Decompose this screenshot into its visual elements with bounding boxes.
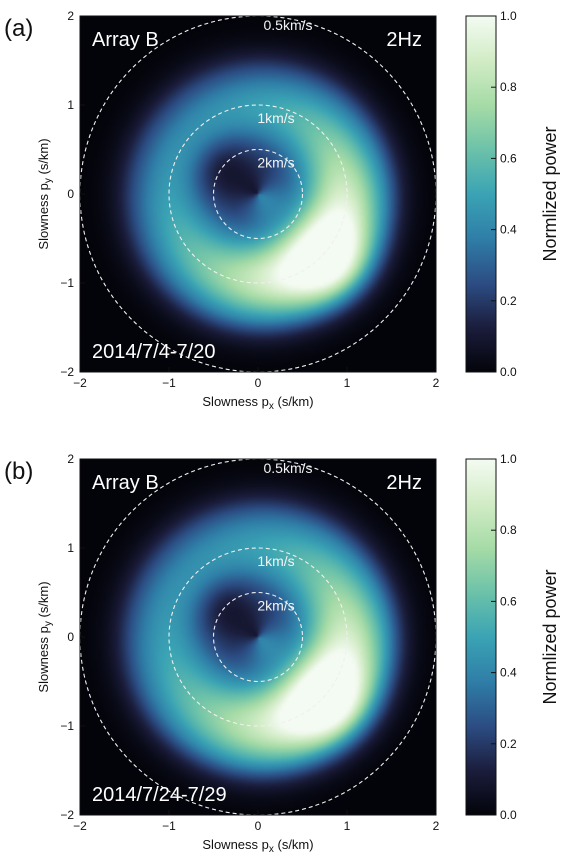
ring-2kms [212, 591, 304, 683]
y-tick-label: −2 [60, 808, 74, 822]
y-tick-label: 0 [67, 187, 74, 201]
y-tick-label: 1 [67, 541, 74, 555]
x-tick-label: 1 [344, 376, 351, 390]
y-tick-label: 0 [67, 630, 74, 644]
panel-b: 0.5km/s 1km/s 2km/s Array B 2Hz 2014/7/24-7/2… [4, 452, 560, 855]
heatmap-image [80, 16, 436, 372]
x-tick-label: −1 [162, 819, 176, 833]
colorbar-tick-label: 0.4 [500, 666, 517, 680]
panel-label: (a) [4, 15, 33, 42]
colorbar-tick-label: 0.8 [500, 523, 517, 537]
colorbar-gradient [465, 458, 497, 816]
ring-2kms [212, 148, 304, 240]
ring-1kms [168, 547, 348, 727]
array-label: Array B [92, 472, 159, 494]
ring-1kms [168, 104, 348, 284]
x-axis-label: Slowness px (s/km) [202, 837, 313, 855]
colorbar: 0.0 0.2 0.4 0.6 0.8 1.0 Normlized power [465, 452, 560, 822]
colorbar-tick-label: 0.8 [500, 80, 517, 94]
colorbar-tick-label: 0.0 [500, 365, 517, 379]
y-axis-label: Slowness py (s/km) [36, 581, 54, 692]
x-tick-label: −1 [162, 376, 176, 390]
x-tick-label: 0 [255, 376, 262, 390]
colorbar-tick-label: 0.4 [500, 223, 517, 237]
colorbar: 0.0 0.2 0.4 0.6 0.8 1.0 Normlized power [465, 9, 560, 379]
x-tick-label: 2 [433, 376, 440, 390]
ring-label-1kms: 1km/s [257, 553, 294, 569]
date-label: 2014/7/24-7/29 [92, 784, 227, 806]
y-tick-label: −1 [60, 719, 74, 733]
ring-label-2kms: 2km/s [257, 155, 294, 171]
x-tick-label: 0 [255, 819, 262, 833]
colorbar-label: Normlized power [540, 569, 560, 704]
y-tick-label: −2 [60, 365, 74, 379]
x-tick-label: 2 [433, 819, 440, 833]
frequency-label: 2Hz [386, 29, 422, 51]
colorbar-tick-label: 1.0 [500, 9, 517, 23]
colorbar-tick-label: 0.2 [500, 294, 517, 308]
date-label: 2014/7/4-7/20 [92, 341, 215, 363]
x-tick-label: −2 [73, 376, 87, 390]
frequency-label: 2Hz [386, 472, 422, 494]
heatmap-image [80, 459, 436, 815]
x-axis-label: Slowness px (s/km) [202, 394, 313, 412]
ring-label-1kms: 1km/s [257, 110, 294, 126]
ring-label-2kms: 2km/s [257, 598, 294, 614]
colorbar-tick-label: 0.6 [500, 151, 517, 165]
colorbar-gradient [465, 15, 497, 373]
y-tick-label: −1 [60, 276, 74, 290]
ring-label-0.5kms: 0.5km/s [263, 17, 312, 33]
y-axis-label: Slowness py (s/km) [36, 138, 54, 249]
y-tick-label: 2 [67, 9, 74, 23]
colorbar-tick-label: 1.0 [500, 452, 517, 466]
velocity-rings [80, 16, 436, 372]
y-tick-label: 1 [67, 98, 74, 112]
velocity-rings [80, 459, 436, 815]
colorbar-tick-label: 0.0 [500, 808, 517, 822]
colorbar-tick-label: 0.6 [500, 594, 517, 608]
panel-label: (b) [4, 458, 33, 485]
ring-label-0.5kms: 0.5km/s [263, 460, 312, 476]
x-tick-label: 1 [344, 819, 351, 833]
x-tick-label: −2 [73, 819, 87, 833]
colorbar-label: Normlized power [540, 126, 560, 261]
array-label: Array B [92, 29, 159, 51]
colorbar-tick-label: 0.2 [500, 737, 517, 751]
panel-a: 0.5km/s 1km/s 2km/s Array B 2Hz 2014/7/4-7/20… [4, 9, 560, 412]
y-tick-label: 2 [67, 452, 74, 466]
